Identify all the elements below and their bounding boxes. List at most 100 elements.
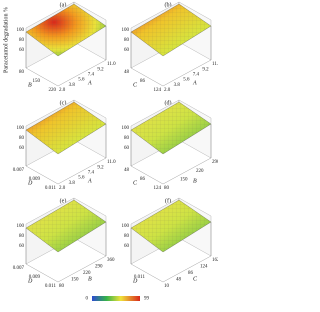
right-tick-label: 150 [71, 278, 79, 283]
left-tick-label: 0.011 [45, 284, 57, 289]
right-axis-label: C [193, 276, 198, 282]
right-tick-label: 9.2 [97, 67, 104, 72]
panel-label: (b) [165, 1, 172, 8]
right-tick-label: 360 [107, 258, 115, 263]
right-tick-label: 9.2 [97, 165, 104, 170]
right-tick-label: 124 [200, 265, 208, 270]
z-tick-label: 60 [19, 244, 25, 249]
right-axis-label: B [193, 178, 197, 184]
right-axis-label: A [87, 178, 92, 184]
left-tick-label: 0.011 [134, 275, 146, 280]
panel-label: (a) [60, 1, 67, 8]
z-tick-label: 60 [19, 48, 25, 53]
right-tick-label: 7.4 [193, 73, 200, 78]
left-tick-label: 124 [154, 186, 162, 191]
colorbar-min: 0 [86, 297, 89, 302]
z-tick-label: 80 [124, 234, 130, 239]
z-tick-label: 100 [17, 224, 25, 229]
left-tick-label: 150 [33, 79, 41, 84]
left-tick-label: 124 [154, 88, 162, 93]
right-tick-label: 9.2 [202, 67, 209, 72]
surface-mesh [131, 200, 211, 252]
z-tick-label: 100 [122, 126, 130, 131]
right-tick-label: 162 [212, 258, 218, 263]
z-tick-label: 100 [122, 224, 130, 229]
z-tick-label: 60 [124, 146, 130, 151]
surface-mesh [26, 4, 106, 56]
right-tick-label: 80 [59, 284, 65, 289]
y-axis-label: Paracetamol degradation % [3, 7, 9, 73]
right-tick-label: 86 [188, 271, 194, 276]
right-axis-label: B [88, 276, 92, 282]
right-tick-label: 11.0 [107, 62, 116, 67]
left-tick-label: 80 [19, 70, 25, 75]
right-tick-label: 2.0 [164, 88, 171, 93]
left-tick-label: 48 [124, 70, 130, 75]
left-tick-label: 86 [140, 79, 146, 84]
z-tick-label: 60 [19, 146, 25, 151]
z-tick-label: 80 [19, 38, 25, 43]
colorbar-max: 99 [144, 297, 150, 302]
surface-mesh [26, 200, 106, 252]
left-tick-label: 220 [49, 88, 57, 93]
left-tick-label: 0.009 [29, 177, 41, 182]
right-tick-label: 290 [212, 160, 218, 165]
z-tick-label: 60 [124, 244, 130, 249]
right-tick-label: 80 [164, 186, 170, 191]
left-tick-label: 0.007 [13, 266, 25, 271]
right-tick-label: 7.4 [88, 73, 95, 78]
right-tick-label: 11.0 [107, 160, 116, 165]
right-tick-label: 2.0 [59, 186, 66, 191]
right-tick-label: 10 [164, 284, 170, 289]
surface-mesh [131, 102, 211, 154]
left-tick-label: 0.011 [45, 186, 57, 191]
right-tick-label: 48 [176, 278, 182, 283]
left-axis-label: C [133, 82, 138, 88]
surface-skirt [25, 26, 107, 87]
right-axis-label: A [87, 80, 92, 86]
surface-mesh [131, 4, 211, 56]
z-tick-label: 80 [124, 38, 130, 43]
right-tick-label: 11.0 [212, 62, 218, 67]
left-axis-label: D [27, 180, 33, 186]
right-tick-label: 150 [180, 177, 188, 182]
left-tick-label: 86 [140, 177, 146, 182]
right-axis-label: A [192, 80, 197, 86]
z-tick-label: 60 [124, 48, 130, 53]
right-tick-label: 5.6 [78, 176, 85, 181]
right-tick-label: 220 [83, 271, 91, 276]
left-axis-label: D [132, 278, 138, 284]
surface-skirt [25, 222, 107, 283]
right-tick-label: 3.8 [69, 181, 76, 186]
panel-label: (d) [165, 99, 172, 106]
surface-skirt [130, 222, 212, 283]
left-axis-label: C [133, 180, 138, 186]
surface-skirt [130, 124, 212, 185]
panel-label: (e) [60, 197, 67, 204]
right-tick-label: 7.4 [88, 171, 95, 176]
left-axis-label: B [28, 82, 32, 88]
right-tick-label: 290 [95, 265, 103, 270]
left-tick-label: 0.007 [13, 168, 25, 173]
surface-skirt [25, 124, 107, 185]
z-tick-label: 80 [124, 136, 130, 141]
right-tick-label: 3.8 [174, 83, 181, 88]
right-tick-label: 5.6 [183, 78, 190, 83]
left-tick-label: 0.009 [29, 275, 41, 280]
left-axis-label: D [27, 278, 33, 284]
right-tick-label: 5.6 [78, 78, 85, 83]
surface-mesh [26, 102, 106, 154]
panel-label: (f) [165, 197, 171, 204]
right-tick-label: 2.0 [59, 88, 66, 93]
right-tick-label: 3.8 [69, 83, 76, 88]
panel-label: (c) [60, 99, 67, 106]
left-tick-label: 48 [124, 168, 130, 173]
z-tick-label: 100 [17, 28, 25, 33]
z-tick-label: 100 [122, 28, 130, 33]
z-tick-label: 100 [17, 126, 25, 131]
figure: Paracetamol degradation % 0 99 (a) 100 80 6… [3, 1, 218, 302]
z-tick-label: 80 [19, 136, 25, 141]
surface-skirt [130, 26, 212, 87]
colorbar [92, 296, 140, 301]
right-tick-label: 220 [196, 169, 204, 174]
